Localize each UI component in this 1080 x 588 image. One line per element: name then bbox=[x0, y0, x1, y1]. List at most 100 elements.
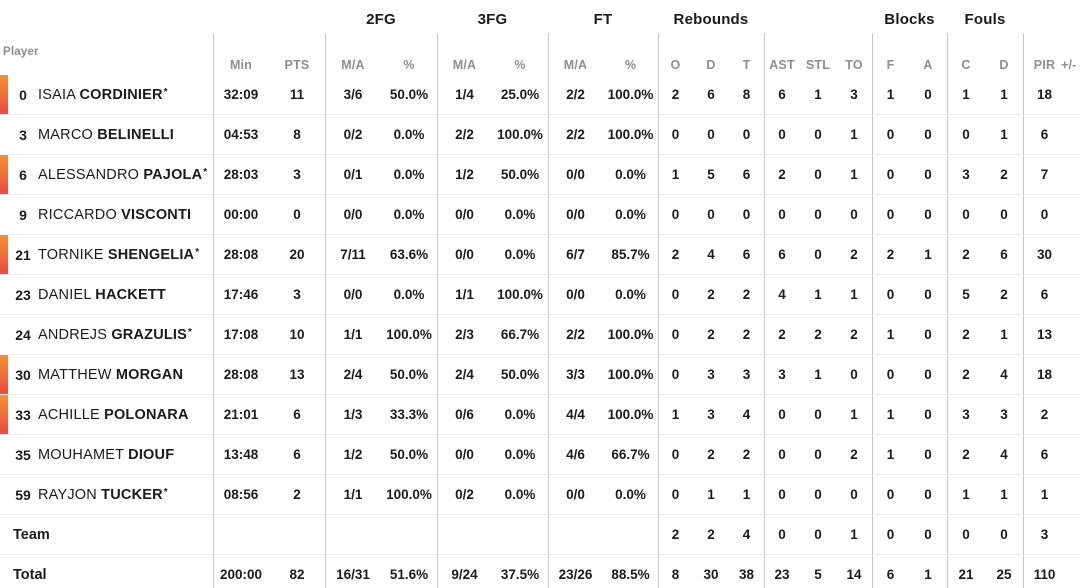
on-court-indicator bbox=[0, 235, 8, 274]
row-indicator-empty bbox=[0, 315, 8, 354]
column-header-ma: M/A bbox=[563, 58, 588, 72]
player-row: 9 RICCARDO VISCONTI 00:00 0 0/0 0.0% 0/0 0.0% 0/… bbox=[0, 195, 1080, 235]
fg2-pct-cell: 50.0% bbox=[389, 87, 429, 102]
column-header-stl: STL bbox=[805, 58, 831, 72]
blk-f-cell: 0 bbox=[886, 367, 895, 382]
player-name: MARCO BELINELLI bbox=[38, 127, 213, 143]
stl-cell: 0 bbox=[814, 127, 822, 142]
foul-c-cell: 3 bbox=[962, 167, 970, 182]
player-row: 24 ANDREJS GRAZULIS* 17:08 10 1/1 100.0% 2/3 66… bbox=[0, 315, 1080, 355]
stl-cell: 5 bbox=[814, 567, 822, 582]
column-divider bbox=[548, 33, 549, 588]
ft-ma-cell: 0/0 bbox=[566, 287, 585, 302]
blk-a-cell: 0 bbox=[924, 407, 932, 422]
pts-cell: 82 bbox=[289, 567, 305, 582]
team-label: Team bbox=[13, 526, 50, 543]
ft-ma-cell: 0/0 bbox=[566, 207, 585, 222]
reb-o-cell: 0 bbox=[671, 367, 680, 382]
blk-a-cell: 0 bbox=[924, 127, 932, 142]
blk-a-cell: 1 bbox=[924, 247, 932, 262]
blk-f-cell: 1 bbox=[886, 327, 895, 342]
reb-t-cell: 4 bbox=[742, 527, 751, 542]
foul-c-cell: 2 bbox=[962, 447, 970, 462]
jersey-number: 23 bbox=[15, 286, 31, 303]
foul-d-cell: 2 bbox=[1000, 167, 1008, 182]
foul-c-cell: 0 bbox=[962, 527, 970, 542]
team-row: Team 2 2 4 0 0 1 0 0 0 0 3 bbox=[0, 515, 1080, 555]
ast-cell: 6 bbox=[778, 87, 786, 102]
pts-cell: 3 bbox=[293, 287, 301, 302]
pts-cell: 10 bbox=[289, 327, 305, 342]
jersey-number: 59 bbox=[15, 486, 31, 503]
player-row: 6 ALESSANDRO PAJOLA* 28:03 3 0/1 0.0% 1/2 50.0%… bbox=[0, 155, 1080, 195]
ft-ma-cell: 0/0 bbox=[566, 167, 585, 182]
column-divider bbox=[658, 33, 659, 588]
column-header-d: D bbox=[706, 58, 716, 72]
min-cell: 21:01 bbox=[223, 407, 259, 422]
reb-t-cell: 8 bbox=[742, 87, 751, 102]
foul-c-cell: 1 bbox=[962, 87, 970, 102]
fg2-ma-cell: 1/3 bbox=[343, 407, 363, 422]
pts-cell: 8 bbox=[293, 127, 301, 142]
player-last-name: POLONARA bbox=[104, 406, 189, 423]
column-divider bbox=[872, 33, 873, 588]
stl-cell: 0 bbox=[814, 207, 822, 222]
player-first-name: RICCARDO bbox=[38, 206, 122, 223]
player-last-name: CORDINIER bbox=[79, 86, 163, 103]
ast-cell: 6 bbox=[778, 247, 786, 262]
ft-pct-cell: 88.5% bbox=[611, 567, 650, 582]
foul-d-cell: 0 bbox=[1000, 207, 1008, 222]
reb-d-cell: 2 bbox=[707, 287, 715, 302]
ast-cell: 2 bbox=[778, 167, 786, 182]
reb-o-cell: 0 bbox=[671, 447, 680, 462]
blk-f-cell: 0 bbox=[886, 207, 895, 222]
blk-f-cell: 0 bbox=[886, 167, 895, 182]
column-divider bbox=[213, 33, 214, 588]
player-row: 3 MARCO BELINELLI 04:53 8 0/2 0.0% 2/2 100.0% 2/… bbox=[0, 115, 1080, 155]
pir-cell: 2 bbox=[1040, 407, 1049, 422]
stl-cell: 0 bbox=[814, 167, 822, 182]
reb-d-cell: 2 bbox=[707, 447, 715, 462]
foul-c-cell: 21 bbox=[958, 567, 974, 582]
to-cell: 2 bbox=[850, 447, 858, 462]
ft-pct-cell: 100.0% bbox=[607, 327, 654, 342]
fg2-pct-cell: 100.0% bbox=[386, 487, 432, 502]
ft-ma-cell: 4/6 bbox=[566, 447, 585, 462]
ast-cell: 0 bbox=[778, 207, 786, 222]
on-court-indicator bbox=[0, 395, 8, 434]
player-column-header: Player bbox=[3, 46, 39, 58]
pir-cell: 18 bbox=[1036, 87, 1053, 102]
ft-pct-cell: 100.0% bbox=[607, 127, 654, 142]
ast-cell: 3 bbox=[778, 367, 786, 382]
min-cell: 00:00 bbox=[223, 207, 259, 222]
to-cell: 1 bbox=[850, 287, 858, 302]
blk-f-cell: 1 bbox=[886, 447, 895, 462]
pir-cell: 18 bbox=[1036, 367, 1053, 382]
stl-cell: 0 bbox=[814, 487, 822, 502]
column-header-to: TO bbox=[845, 58, 863, 72]
group-header-3fg: 3FG bbox=[477, 11, 508, 28]
foul-d-cell: 1 bbox=[1000, 487, 1008, 502]
on-court-indicator bbox=[0, 75, 8, 114]
pts-cell: 20 bbox=[289, 247, 305, 262]
stl-cell: 0 bbox=[814, 527, 822, 542]
ft-pct-cell: 100.0% bbox=[607, 87, 654, 102]
foul-c-cell: 3 bbox=[962, 407, 970, 422]
column-divider bbox=[1023, 33, 1024, 588]
fg3-ma-cell: 1/4 bbox=[455, 87, 474, 102]
column-header-min: Min bbox=[229, 58, 253, 72]
ft-ma-cell: 23/26 bbox=[558, 567, 593, 582]
pir-cell: 0 bbox=[1040, 207, 1049, 222]
foul-d-cell: 2 bbox=[1000, 287, 1008, 302]
foul-d-cell: 4 bbox=[1000, 447, 1008, 462]
pir-cell: 3 bbox=[1040, 527, 1049, 542]
player-name: TORNIKE SHENGELIA* bbox=[38, 247, 213, 263]
reb-d-cell: 30 bbox=[703, 567, 719, 582]
foul-d-cell: 3 bbox=[1000, 407, 1008, 422]
fg3-ma-cell: 2/4 bbox=[455, 367, 474, 382]
column-header-: +/- bbox=[1061, 58, 1077, 72]
group-header-rebounds: Rebounds bbox=[673, 11, 749, 28]
foul-c-cell: 1 bbox=[962, 487, 970, 502]
player-first-name: MARCO bbox=[38, 126, 98, 143]
